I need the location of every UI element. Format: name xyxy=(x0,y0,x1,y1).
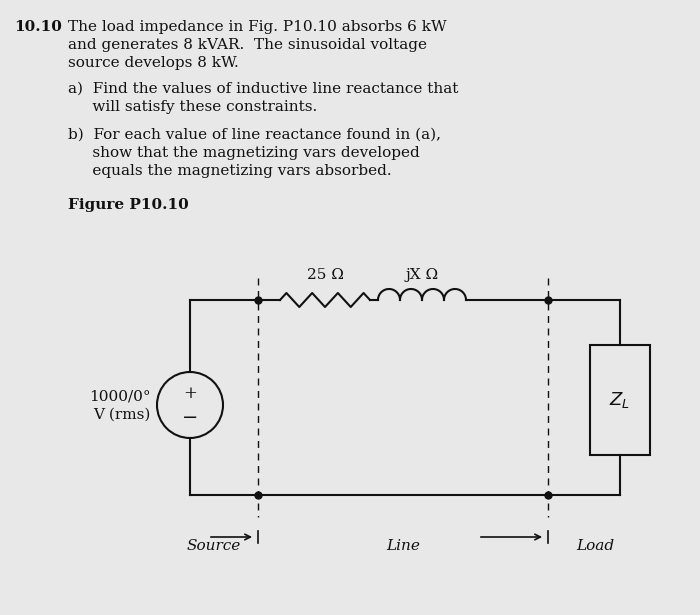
Text: Figure P10.10: Figure P10.10 xyxy=(68,198,189,212)
Text: 25 Ω: 25 Ω xyxy=(307,268,344,282)
Bar xyxy=(590,345,650,455)
Text: show that the magnetizing vars developed: show that the magnetizing vars developed xyxy=(68,146,420,160)
Text: +: + xyxy=(183,386,197,402)
Text: will satisfy these constraints.: will satisfy these constraints. xyxy=(68,100,317,114)
Text: The load impedance in Fig. P10.10 absorbs 6 kW: The load impedance in Fig. P10.10 absorb… xyxy=(68,20,447,34)
Text: 10.10: 10.10 xyxy=(14,20,62,34)
Text: Line: Line xyxy=(386,539,420,553)
Text: a)  Find the values of inductive line reactance that: a) Find the values of inductive line rea… xyxy=(68,82,458,96)
Text: jX Ω: jX Ω xyxy=(405,268,439,282)
Text: b)  For each value of line reactance found in (a),: b) For each value of line reactance foun… xyxy=(68,128,441,142)
Text: −: − xyxy=(182,409,198,427)
Text: equals the magnetizing vars absorbed.: equals the magnetizing vars absorbed. xyxy=(68,164,391,178)
Text: V (rms): V (rms) xyxy=(94,408,151,422)
Text: Load: Load xyxy=(576,539,614,553)
Text: 1000/0°: 1000/0° xyxy=(90,389,151,403)
Text: and generates 8 kVAR.  The sinusoidal voltage: and generates 8 kVAR. The sinusoidal vol… xyxy=(68,38,427,52)
Text: $Z_L$: $Z_L$ xyxy=(610,390,631,410)
Text: Source: Source xyxy=(187,539,241,553)
Text: source develops 8 kW.: source develops 8 kW. xyxy=(68,56,239,70)
